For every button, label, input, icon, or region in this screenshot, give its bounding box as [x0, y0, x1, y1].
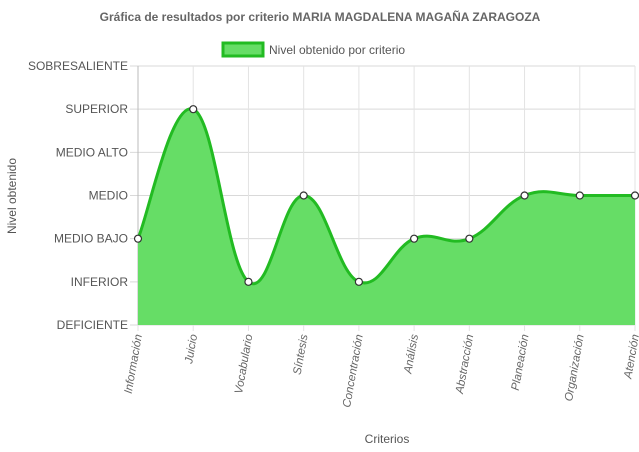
- x-tick-label: Atención: [622, 333, 639, 380]
- area-fill: [138, 108, 635, 325]
- series-area: [136, 107, 635, 325]
- y-tick-label: MEDIO: [89, 189, 128, 203]
- data-point[interactable]: [354, 277, 363, 286]
- data-point[interactable]: [465, 234, 474, 243]
- x-axis-title: Criterios: [365, 432, 410, 446]
- y-tick-label: SUPERIOR: [65, 102, 128, 116]
- y-tick-label: MEDIO BAJO: [54, 232, 128, 246]
- data-point[interactable]: [133, 234, 143, 243]
- x-tick-label: Análisis: [402, 333, 421, 375]
- chart-title: Gráfica de resultados por criterio MARIA…: [100, 9, 541, 24]
- data-point[interactable]: [244, 277, 253, 286]
- x-tick-label: Juicio: [183, 333, 200, 366]
- legend-label: Nivel obtenido por criterio: [269, 43, 405, 57]
- x-tick-label: Concentración: [341, 333, 366, 408]
- legend-swatch: [221, 41, 265, 58]
- y-axis-title: Nivel obtenido: [5, 158, 19, 234]
- data-point[interactable]: [189, 105, 198, 114]
- x-tick-label: Planeación: [510, 333, 532, 391]
- x-tick-label: Información: [123, 333, 145, 394]
- y-tick-label: SOBRESALIENTE: [28, 59, 128, 73]
- x-tick-label: Organización: [563, 333, 587, 402]
- data-point[interactable]: [575, 191, 584, 200]
- data-points: [133, 105, 639, 286]
- legend[interactable]: Nivel obtenido por criterio: [221, 41, 405, 58]
- data-point[interactable]: [630, 191, 639, 200]
- x-tick-label: Abstracción: [454, 333, 476, 395]
- x-tick-label: Vocabulario: [233, 333, 255, 395]
- y-tick-label: MEDIO ALTO: [56, 145, 128, 159]
- x-tick-label: Síntesis: [292, 333, 311, 376]
- y-axis-ticks: DEFICIENTE INFERIOR MEDIO BAJO MEDIO MEDIO A…: [28, 59, 128, 332]
- data-point[interactable]: [410, 234, 419, 243]
- x-axis-ticks: Información Juicio Vocabulario Síntesis Conc…: [123, 333, 639, 409]
- y-tick-label: DEFICIENTE: [57, 318, 128, 332]
- data-point[interactable]: [299, 191, 308, 200]
- data-point[interactable]: [520, 191, 529, 200]
- y-tick-label: INFERIOR: [71, 275, 129, 289]
